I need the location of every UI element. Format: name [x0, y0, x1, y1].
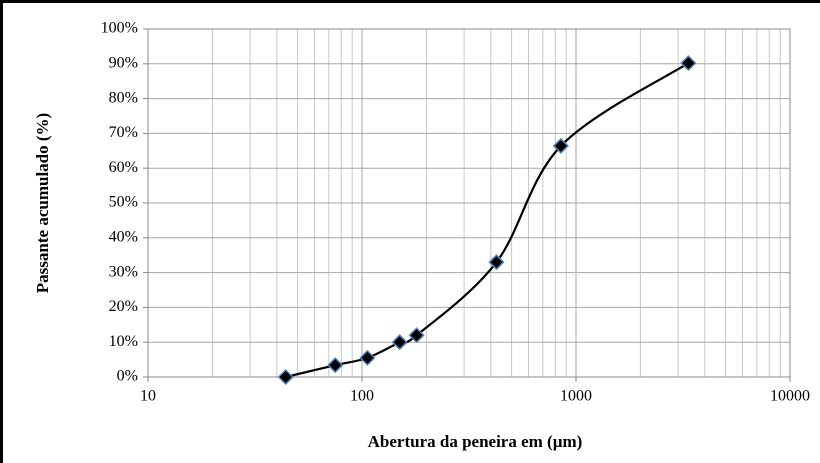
marker — [359, 349, 376, 366]
y-tick-label: 100% — [101, 20, 138, 37]
y-tick-label: 10% — [109, 333, 138, 350]
marker — [327, 357, 344, 374]
y-tick-label: 20% — [109, 298, 138, 315]
marker — [391, 334, 408, 351]
y-tick-label: 70% — [109, 124, 138, 141]
x-tick-label: 10 — [140, 388, 156, 405]
y-tick-label: 40% — [109, 228, 138, 245]
marker — [488, 254, 505, 271]
y-tick-label: 80% — [109, 89, 138, 106]
x-tick-label: 100 — [350, 388, 374, 405]
plot-border — [147, 28, 791, 378]
y-tick-label: 30% — [109, 263, 138, 280]
marker — [408, 327, 425, 344]
x-tick-label: 1000 — [560, 388, 592, 405]
y-tick-label: 60% — [109, 159, 138, 176]
x-axis-title: Abertura da peneira em (µm) — [368, 432, 583, 451]
marker — [552, 137, 569, 154]
y-axis-title: Passante acumulado (%) — [33, 113, 52, 293]
marker — [277, 368, 294, 386]
y-tick-label: 50% — [109, 194, 138, 211]
y-tick-label: 90% — [109, 54, 138, 71]
y-tick-label: 0% — [117, 368, 138, 385]
series-line — [285, 62, 689, 379]
x-tick-label: 10000 — [770, 388, 810, 405]
marker — [680, 55, 697, 72]
